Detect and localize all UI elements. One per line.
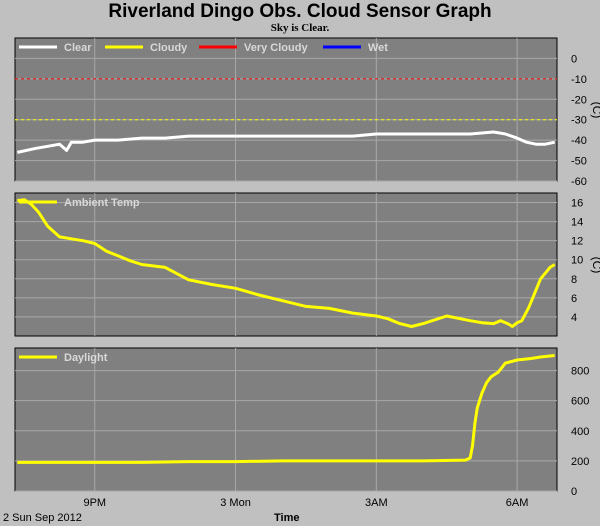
plot-area — [14, 37, 558, 182]
y-tick-label: 14 — [571, 217, 583, 229]
x-tick-label: 6AM — [506, 497, 529, 509]
plot-area — [14, 347, 558, 492]
y-tick-label: 6 — [571, 293, 577, 305]
y-tick-label: -60 — [571, 176, 587, 188]
panel-daylight: 800 600 400 200 0 Daylight — [14, 347, 589, 498]
y-tick-label: 10 — [571, 255, 583, 267]
x-tick-label: 3 Mon — [220, 497, 251, 509]
plot-area — [14, 192, 558, 337]
y-axis-unit: (C) — [590, 102, 600, 119]
y-tick-label: 400 — [571, 426, 589, 438]
legend-label: Ambient Temp — [64, 197, 140, 209]
y-tick-label: -20 — [571, 94, 587, 106]
chart-title: Riverland Dingo Obs. Cloud Sensor Graph — [108, 1, 492, 22]
y-tick-label: 0 — [571, 486, 577, 498]
date-label: 2 Sun Sep 2012 — [3, 512, 82, 524]
legend-label: Daylight — [64, 352, 108, 364]
y-tick-label: 0 — [571, 53, 577, 65]
y-tick-label: 12 — [571, 236, 583, 248]
x-tick-label: 3AM — [365, 497, 388, 509]
y-tick-label: 8 — [571, 274, 577, 286]
series-line-clear — [16, 130, 556, 154]
legend-label: Cloudy — [150, 42, 188, 54]
series-line-ambient-temp — [17, 198, 556, 328]
y-tick-label: -30 — [571, 115, 587, 127]
y-tick-label: 200 — [571, 456, 589, 468]
y-axis-unit: (C) — [590, 257, 600, 274]
legend-label: Clear — [64, 42, 92, 54]
panel-sky-temperature: 0 -10 -20 -30 -40 -50 -60 (C) Clear Cloudy Very Cl… — [14, 37, 600, 188]
panel-ambient-temperature: 16 14 12 10 8 6 4 (C) Ambient Temp — [14, 192, 600, 337]
sky-status-subtitle: Sky is Clear. — [270, 22, 330, 34]
y-tick-label: -10 — [571, 74, 587, 86]
y-tick-label: -50 — [571, 156, 587, 168]
x-tick-label: 9PM — [83, 497, 106, 509]
y-tick-label: -40 — [571, 135, 587, 147]
legend-label: Wet — [368, 42, 388, 54]
y-tick-label: 800 — [571, 366, 589, 378]
y-tick-label: 600 — [571, 396, 589, 408]
y-tick-label: 16 — [571, 198, 583, 210]
series-line-daylight — [17, 354, 555, 464]
y-tick-label: 4 — [571, 312, 577, 324]
legend-label: Very Cloudy — [244, 42, 308, 54]
x-axis-title: Time — [274, 512, 300, 524]
